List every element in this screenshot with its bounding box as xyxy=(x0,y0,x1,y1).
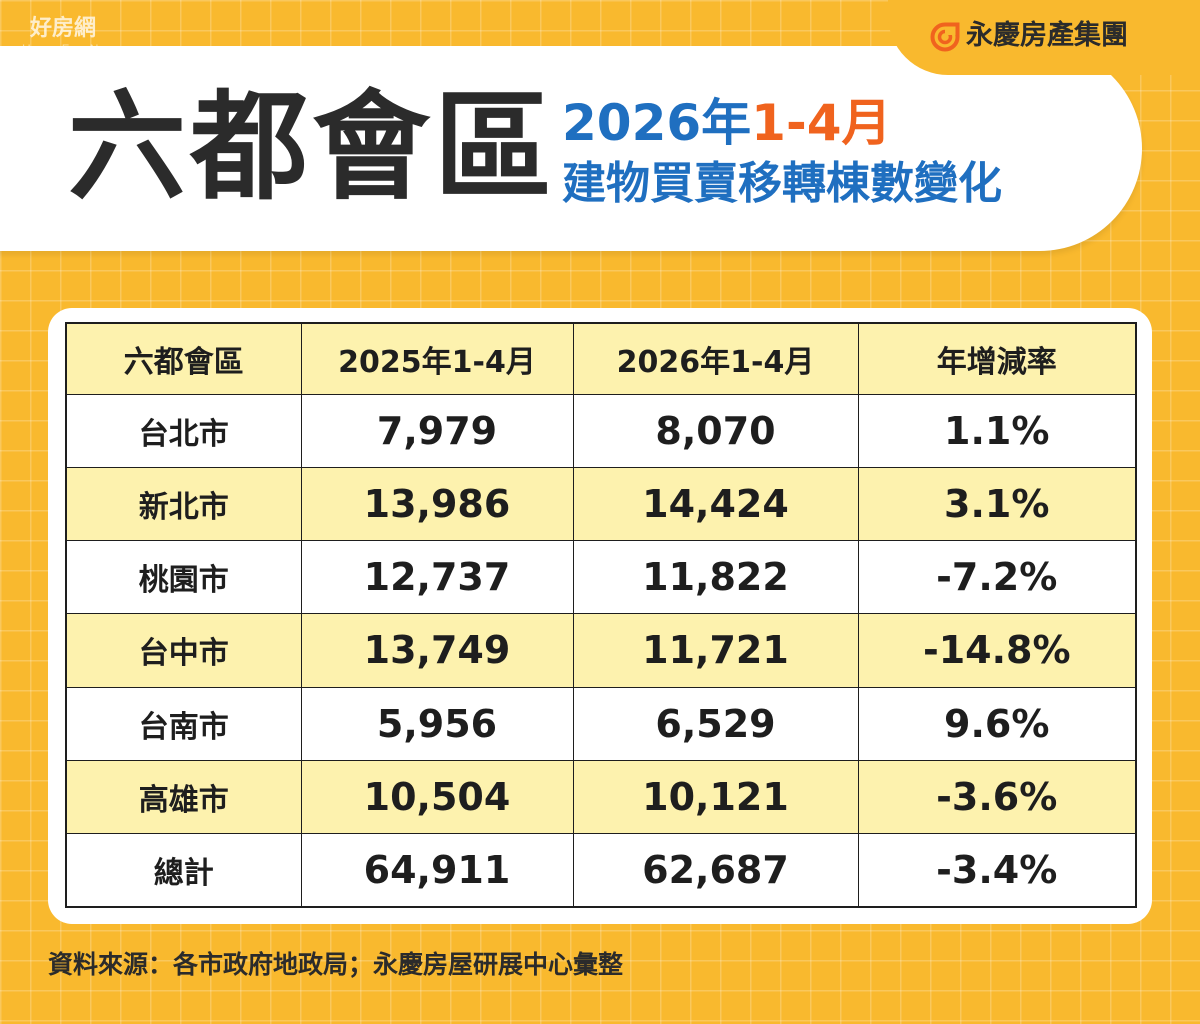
cell-region: 總計 xyxy=(65,832,302,908)
cell-2026: 11,822 xyxy=(572,540,859,615)
cell-2026: 14,424 xyxy=(572,467,859,542)
cell-2025: 13,986 xyxy=(300,467,574,542)
transfer-table: 六都會區 2025年1-4月 2026年1-4月 年增減率 台北市 7,979 … xyxy=(65,322,1137,908)
cell-yoy: -14.8% xyxy=(857,613,1137,688)
table-row: 新北市 13,986 14,424 3.1% xyxy=(65,467,1137,542)
cell-yoy: -7.2% xyxy=(857,540,1137,615)
subtitle-months: 1-4月 xyxy=(751,94,892,152)
cell-yoy: -3.6% xyxy=(857,759,1137,834)
cell-2025: 10,504 xyxy=(300,759,574,834)
cell-2025: 7,979 xyxy=(300,393,574,469)
subtitle-topic: 建物買賣移轉棟數變化 xyxy=(562,158,1002,209)
cell-region: 桃園市 xyxy=(65,540,302,615)
table-header-row: 六都會區 2025年1-4月 2026年1-4月 年增減率 xyxy=(65,322,1137,395)
cell-region: 台北市 xyxy=(65,393,302,469)
column-header-2026: 2026年1-4月 xyxy=(572,322,859,395)
watermark-text: 好房網 xyxy=(30,16,97,41)
table-total-row: 總計 64,911 62,687 -3.4% xyxy=(65,832,1137,908)
table-row: 台南市 5,956 6,529 9.6% xyxy=(65,686,1137,761)
subtitle-period: 2026年1-4月 xyxy=(562,98,892,148)
cell-2026: 10,121 xyxy=(572,759,859,834)
cell-2025: 13,749 xyxy=(300,613,574,688)
cell-yoy: 1.1% xyxy=(857,393,1137,469)
brand-name: 永慶房產集團 xyxy=(966,20,1128,51)
cell-2026: 11,721 xyxy=(572,613,859,688)
cell-region: 新北市 xyxy=(65,467,302,542)
cell-2026: 62,687 xyxy=(572,832,859,908)
brand-spiral-logo-icon xyxy=(930,22,960,52)
table-row: 高雄市 10,504 10,121 -3.6% xyxy=(65,759,1137,834)
column-header-2025: 2025年1-4月 xyxy=(300,322,574,395)
cell-region: 高雄市 xyxy=(65,759,302,834)
cell-region: 台南市 xyxy=(65,686,302,761)
cell-2025: 12,737 xyxy=(300,540,574,615)
table-row: 台北市 7,979 8,070 1.1% xyxy=(65,393,1137,469)
cell-2025: 64,911 xyxy=(300,832,574,908)
table-row: 桃園市 12,737 11,822 -7.2% xyxy=(65,540,1137,615)
cell-region: 台中市 xyxy=(65,613,302,688)
cell-2026: 8,070 xyxy=(572,393,859,469)
column-header-yoy: 年增減率 xyxy=(857,322,1137,395)
cell-yoy: -3.4% xyxy=(857,832,1137,908)
header-banner xyxy=(0,46,1142,251)
cell-yoy: 9.6% xyxy=(857,686,1137,761)
source-note: 資料來源：各市政府地政局；永慶房屋研展中心彙整 xyxy=(48,950,624,979)
subtitle-year: 2026年 xyxy=(562,94,752,152)
page-title: 六都會區 xyxy=(68,78,557,216)
cell-yoy: 3.1% xyxy=(857,467,1137,542)
cell-2025: 5,956 xyxy=(300,686,574,761)
column-header-region: 六都會區 xyxy=(65,322,302,395)
table-row: 台中市 13,749 11,721 -14.8% xyxy=(65,613,1137,688)
cell-2026: 6,529 xyxy=(572,686,859,761)
